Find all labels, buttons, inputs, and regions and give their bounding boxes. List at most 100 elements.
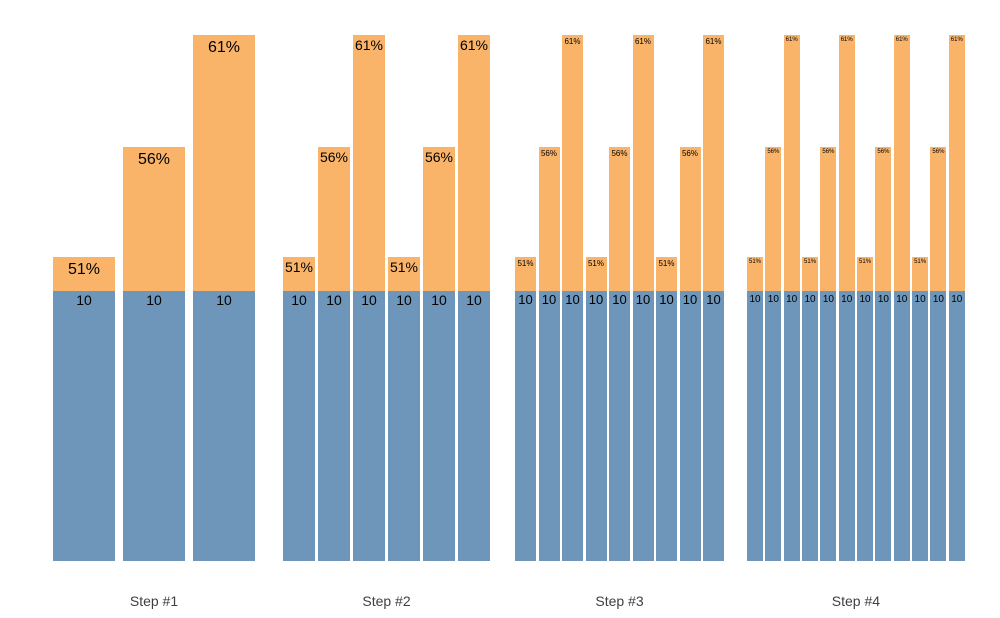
stacked-bar-56pct: 56% 10	[123, 147, 185, 561]
bar-top-segment: 56%	[123, 147, 185, 291]
bar-top-label: 51%	[389, 259, 419, 275]
bar-top-label: 51%	[587, 259, 604, 268]
bar-base-label: 10	[216, 292, 232, 308]
stacked-bar-51pct: 51% 10	[857, 257, 874, 561]
bar-top-segment: 61%	[458, 35, 490, 291]
bar-top-label: 61%	[354, 37, 384, 53]
bar-top-segment: 56%	[609, 147, 630, 291]
bar-base-segment: 10	[53, 291, 115, 561]
bar-top-label: 61%	[564, 37, 581, 46]
stacked-bar-51pct: 51% 10	[53, 257, 115, 561]
bar-top-segment: 61%	[562, 35, 583, 291]
stacked-bar-61pct: 61% 10	[632, 35, 654, 561]
stacked-bar-61pct: 61% 10	[948, 35, 965, 561]
bar-base-segment: 10	[193, 291, 255, 561]
bar-top-segment: 51%	[53, 257, 115, 291]
bar-top-segment: 51%	[747, 257, 763, 291]
stacked-bar-56pct: 56% 10	[875, 147, 892, 561]
bar-base-segment: 10	[703, 291, 724, 561]
bar-base-segment: 10	[353, 291, 385, 561]
stacked-bar-56pct: 56% 10	[423, 147, 455, 561]
stacked-bar-61pct: 61% 10	[562, 35, 583, 561]
bar-base-label: 10	[706, 292, 721, 307]
stacked-bar-61pct: 61% 10	[458, 35, 490, 561]
bar-top-label: 51%	[748, 259, 761, 265]
bar-base-segment: 10	[656, 291, 677, 561]
bar-base-label: 10	[396, 292, 412, 308]
stacked-bar-61pct: 61% 10	[353, 35, 385, 561]
bar-top-label: 61%	[785, 37, 798, 43]
bar-base-segment: 10	[458, 291, 490, 561]
bar-base-segment: 10	[423, 291, 455, 561]
bar-top-label: 56%	[137, 151, 171, 168]
bar-top-label: 61%	[840, 37, 853, 43]
bar-base-label: 10	[859, 294, 871, 305]
bar-base-label: 10	[749, 294, 761, 305]
bar-base-label: 10	[786, 294, 798, 305]
bar-base-label: 10	[466, 292, 482, 308]
bar-top-segment: 61%	[838, 35, 855, 291]
bar-top-segment: 51%	[515, 257, 536, 291]
bar-base-segment: 10	[912, 291, 929, 561]
bar-top-segment: 51%	[656, 257, 677, 291]
bar-base-segment: 10	[679, 291, 701, 561]
bar-group-step-3: 51% 10 56% 10 61% 10 51% 10 56% 10 61% 10 51% 10 56% 10…	[515, 35, 724, 561]
bar-base-label: 10	[326, 292, 342, 308]
bar-top-label: 61%	[895, 37, 908, 43]
category-label-step-1: Step #1	[129, 593, 179, 609]
bar-base-label: 10	[518, 292, 533, 307]
bar-top-label: 51%	[859, 259, 872, 265]
bar-top-label: 56%	[932, 149, 945, 155]
bar-base-label: 10	[822, 294, 834, 305]
bar-top-segment: 61%	[353, 35, 385, 291]
bar-top-segment: 56%	[875, 147, 892, 291]
bar-top-segment: 56%	[538, 147, 560, 291]
bar-top-segment: 51%	[388, 257, 420, 291]
bar-base-label: 10	[431, 292, 447, 308]
stacked-bar-56pct: 56% 10	[930, 147, 947, 561]
bar-base-segment: 10	[820, 291, 837, 561]
bar-base-label: 10	[914, 294, 926, 305]
bar-base-segment: 10	[283, 291, 315, 561]
bar-base-segment: 10	[538, 291, 560, 561]
bar-base-segment: 10	[948, 291, 965, 561]
bar-top-segment: 61%	[948, 35, 965, 291]
bar-top-label: 56%	[424, 149, 454, 165]
bar-base-segment: 10	[515, 291, 536, 561]
bar-base-segment: 10	[875, 291, 892, 561]
bar-top-segment: 61%	[632, 35, 654, 291]
bar-top-label: 56%	[767, 149, 780, 155]
bar-top-segment: 56%	[820, 147, 837, 291]
bar-base-label: 10	[659, 292, 674, 307]
bar-base-segment: 10	[783, 291, 800, 561]
bar-top-label: 61%	[705, 37, 722, 46]
stacked-bar-51pct: 51% 10	[585, 257, 607, 561]
bar-base-segment: 10	[318, 291, 350, 561]
bar-top-segment: 51%	[802, 257, 819, 291]
bar-base-segment: 10	[765, 291, 782, 561]
bar-top-segment: 61%	[783, 35, 800, 291]
bar-top-label: 61%	[459, 37, 489, 53]
bar-top-label: 61%	[950, 37, 963, 43]
stacked-bar-61pct: 61% 10	[703, 35, 724, 561]
bar-top-segment: 56%	[318, 147, 350, 291]
bar-top-label: 61%	[207, 39, 241, 56]
stacked-bar-51pct: 51% 10	[515, 257, 536, 561]
stacked-bar-61pct: 61% 10	[193, 35, 255, 561]
bar-base-label: 10	[951, 294, 963, 305]
stacked-bar-51pct: 51% 10	[656, 257, 677, 561]
bar-base-segment: 10	[388, 291, 420, 561]
bar-base-label: 10	[146, 292, 162, 308]
bar-base-segment: 10	[609, 291, 630, 561]
stacked-bar-51pct: 51% 10	[747, 257, 763, 561]
category-label-step-4: Step #4	[831, 593, 881, 609]
bar-group-step-1: 51% 10 56% 10 61% 10	[53, 35, 255, 561]
category-label-step-3: Step #3	[595, 593, 644, 609]
bar-top-segment: 51%	[857, 257, 874, 291]
bar-base-label: 10	[896, 294, 908, 305]
bar-base-segment: 10	[562, 291, 583, 561]
bar-top-label: 56%	[319, 149, 349, 165]
bar-base-label: 10	[541, 292, 557, 307]
bar-top-segment: 61%	[703, 35, 724, 291]
